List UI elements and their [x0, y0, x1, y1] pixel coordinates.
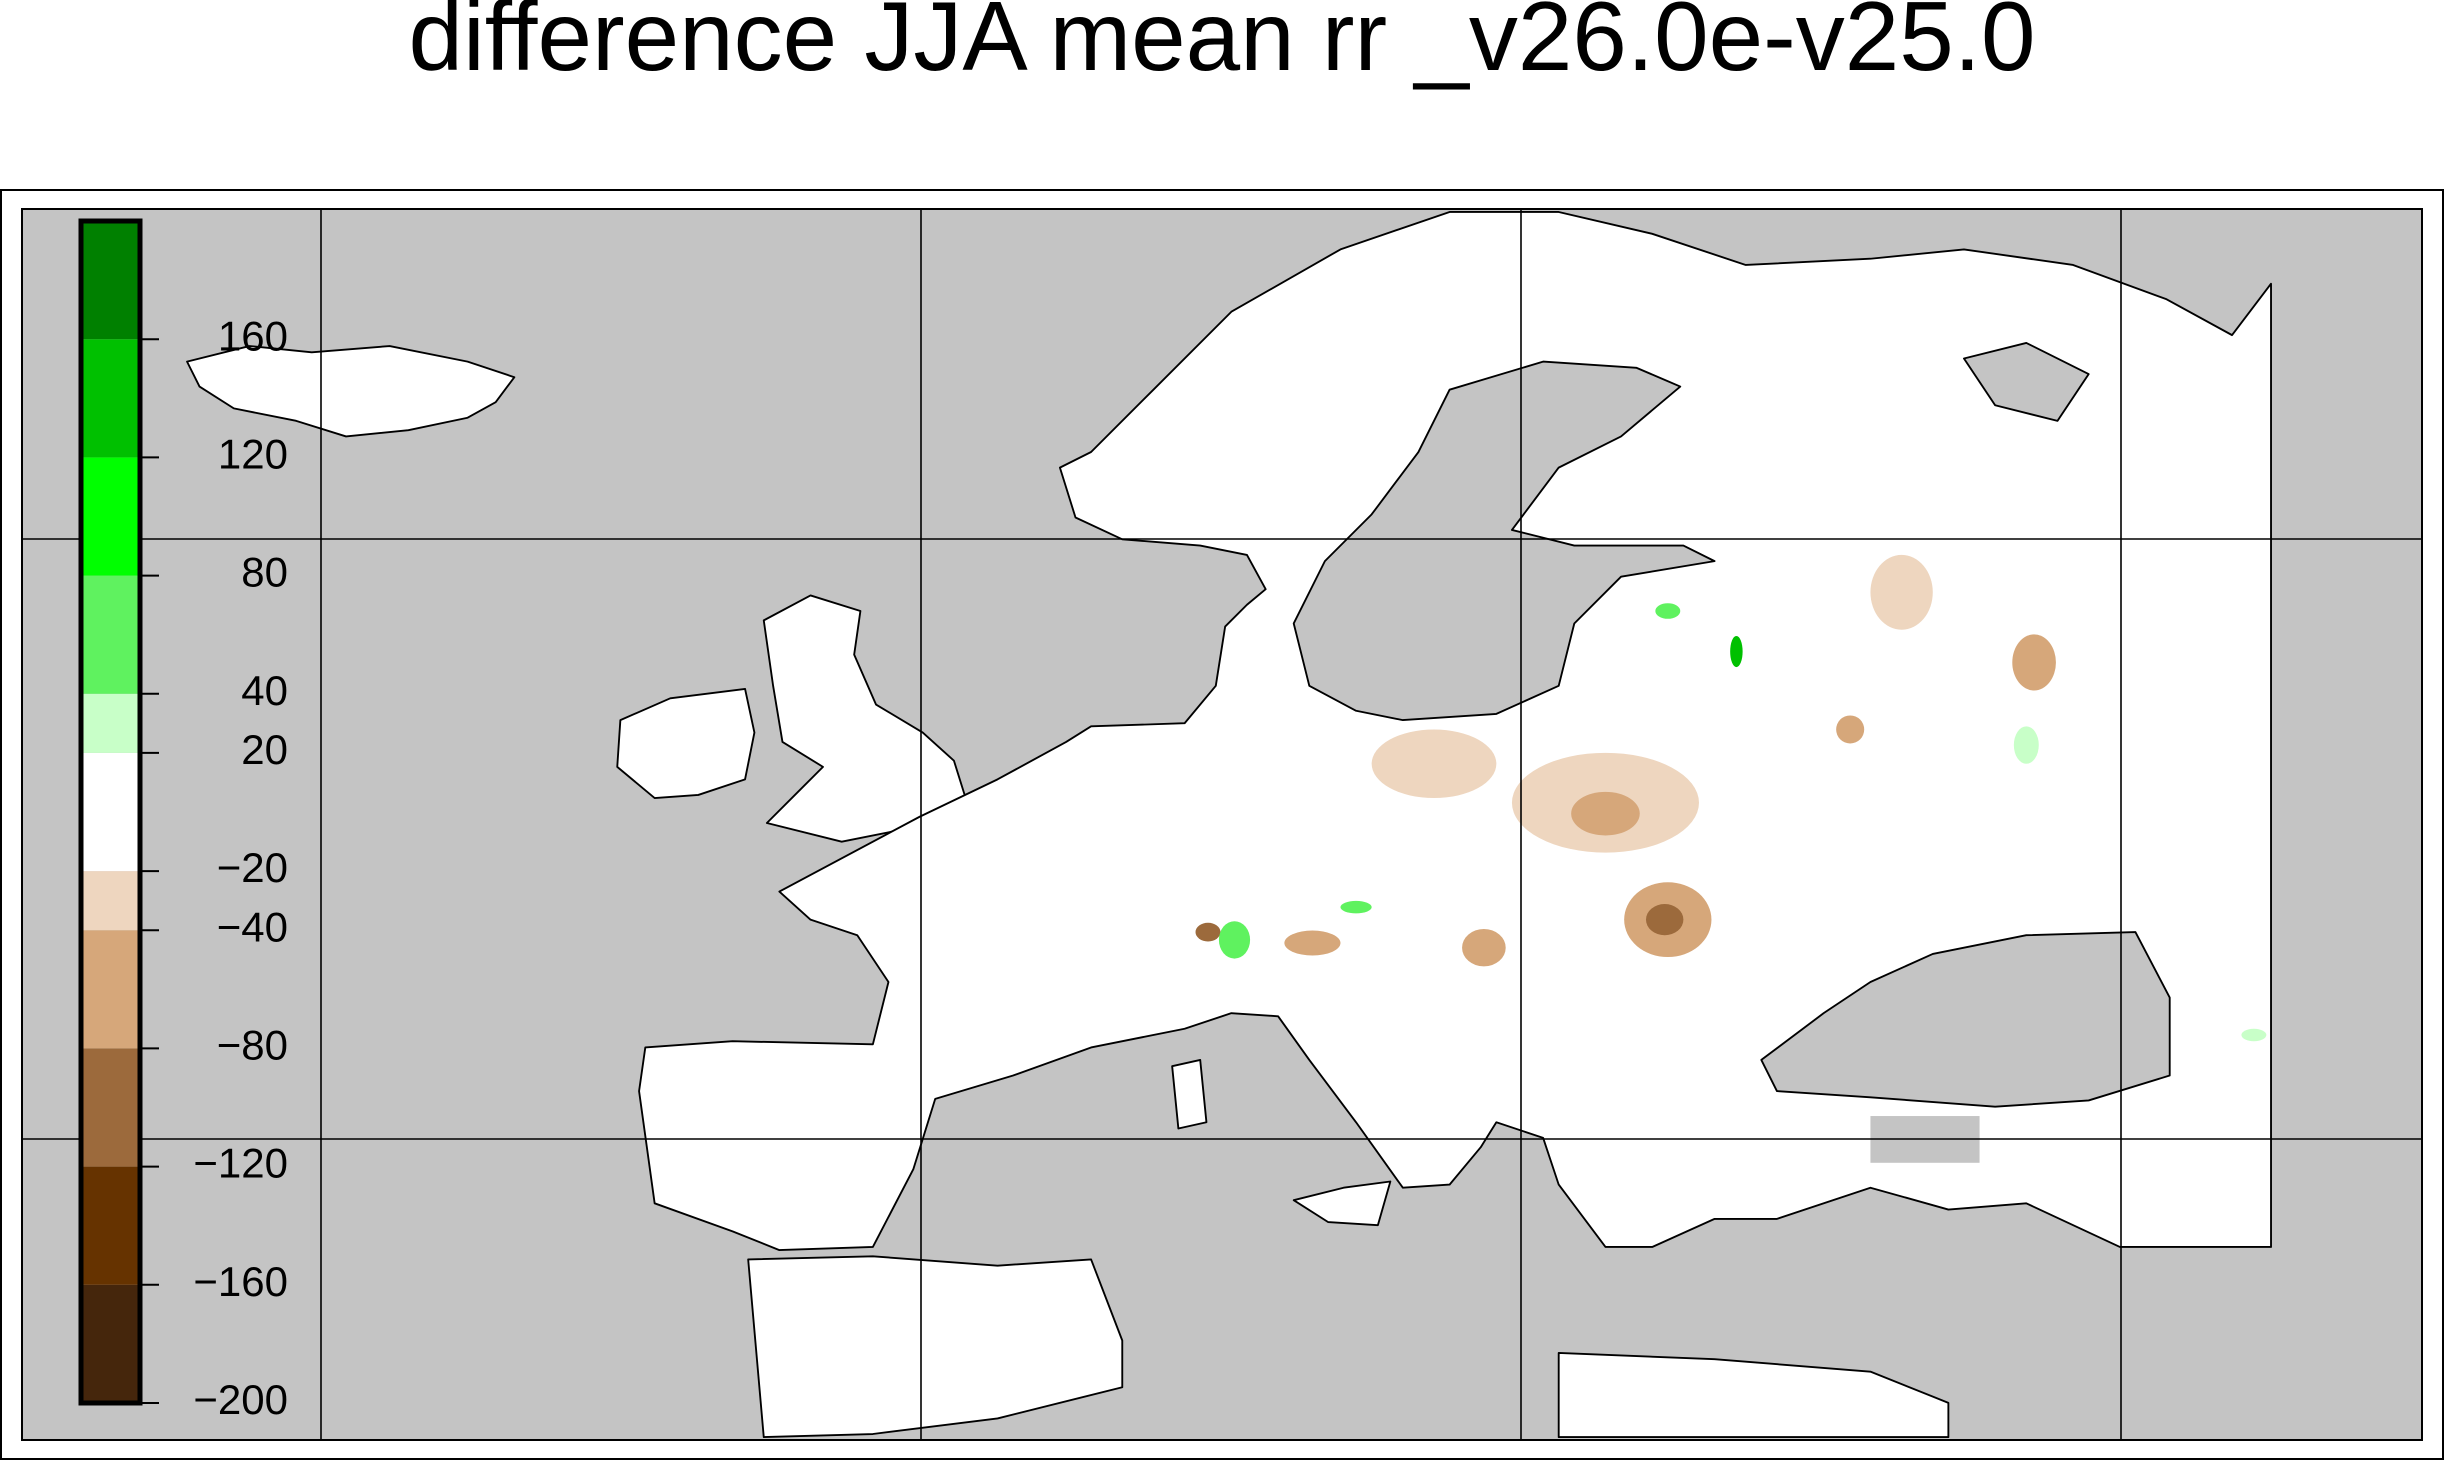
baltic-sea: [1292, 360, 1716, 722]
tick-label: 160: [218, 312, 288, 359]
anomaly-patch: [2241, 1028, 2267, 1042]
tick-label: −120: [193, 1140, 288, 1187]
map-frame: [21, 208, 2423, 1441]
colorbar-box: [81, 457, 140, 576]
anomaly-patch: [1571, 791, 1640, 836]
colorbar-box: [81, 871, 140, 931]
sardinia: [1171, 1058, 1208, 1130]
anomaly-patch: [1371, 729, 1497, 799]
sicily: [1292, 1180, 1392, 1227]
graticule: [22, 209, 2422, 1440]
colorbar-outline: [78, 218, 143, 1406]
tick-label: 40: [241, 667, 288, 714]
north-africa-east: [1557, 1352, 1950, 1439]
title: difference JJA mean rr _v26.0e-v25.0: [408, 0, 2035, 91]
outer-frame: [0, 189, 2444, 1460]
colorbar-box: [81, 1048, 140, 1167]
map: [21, 208, 2423, 1441]
anomaly-patch: [1730, 635, 1743, 668]
tick-label: 80: [241, 549, 288, 596]
colorbar-box: [81, 339, 140, 458]
anomaly-patch: [1218, 921, 1251, 959]
anomaly-patch: [1870, 554, 1933, 630]
tick-label: −40: [217, 903, 288, 950]
tick-label: 120: [218, 430, 288, 477]
colorbar-box: [81, 575, 140, 694]
anomaly-patch: [1340, 900, 1372, 914]
tick-label: −80: [217, 1021, 288, 1068]
anomaly-patch: [1462, 928, 1506, 967]
anomaly-patch: [1645, 904, 1684, 936]
ireland: [616, 688, 756, 799]
tick-label: −200: [193, 1376, 288, 1423]
anomaly-patch: [2013, 726, 2039, 764]
colorbar-box: [81, 752, 140, 872]
colorbar-box: [81, 1166, 140, 1285]
anomaly-patch: [2012, 634, 2056, 691]
geography: [186, 211, 2272, 1439]
colorbar-box: [81, 221, 140, 340]
anomaly-patch: [1655, 603, 1681, 619]
colorbar: −200 −160 −120 −80 −40 −20 20 40 80 120 160: [78, 218, 288, 1423]
anomaly-patch: [1195, 922, 1221, 942]
colorbar-box: [81, 930, 140, 1049]
tick-label: 20: [241, 726, 288, 773]
anomaly-patch: [1836, 715, 1865, 744]
black-sea: [1760, 931, 2171, 1108]
tick-label: −20: [217, 844, 288, 891]
north-africa-west: [747, 1255, 1124, 1439]
colorbar-box: [81, 693, 140, 753]
colorbar-box: [81, 1284, 140, 1403]
tick-label: −160: [193, 1258, 288, 1305]
white-sea: [1963, 341, 2090, 422]
anomaly-patch: [1284, 930, 1341, 956]
iceland: [186, 345, 516, 438]
